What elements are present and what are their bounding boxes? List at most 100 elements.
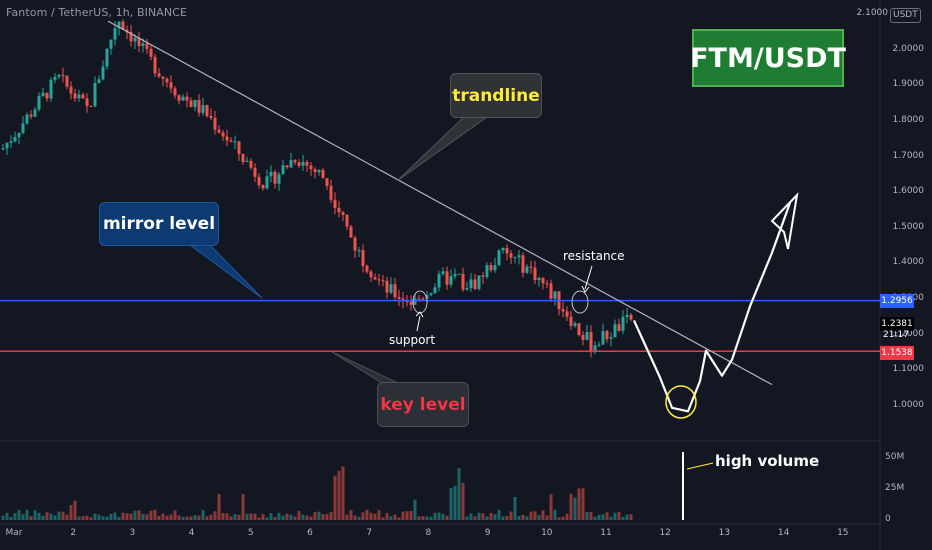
candle-body [157, 73, 161, 77]
candle-body [269, 171, 273, 177]
volume-bar [249, 513, 253, 520]
time-tick-label: 9 [484, 528, 491, 538]
mirror-level-callout: mirror level [99, 202, 219, 246]
volume-bar [597, 514, 601, 520]
currency-label[interactable]: USDT [890, 8, 921, 23]
resistance-label: resistance [563, 249, 625, 263]
volume-bar [177, 515, 181, 520]
volume-bar [421, 516, 425, 520]
volume-bar [45, 512, 49, 520]
volume-tick-label: 50M [885, 452, 905, 462]
candle-body [457, 273, 461, 275]
volume-bar [477, 512, 481, 520]
volume-bar [185, 516, 189, 520]
mirror-callout-tail [188, 244, 263, 299]
volume-bar [585, 511, 589, 520]
volume-bar [153, 509, 157, 520]
volume-bar [593, 516, 597, 520]
candle-body [25, 114, 29, 124]
volume-bar [137, 510, 141, 520]
candle-body [217, 129, 221, 133]
candle-body [417, 298, 421, 300]
candle-body [233, 141, 237, 143]
volume-bar [393, 514, 397, 520]
volume-bar [273, 516, 277, 520]
resistance-circle [571, 290, 589, 314]
trendline [107, 20, 773, 386]
volume-tick-label: 0 [885, 514, 891, 524]
candle-body [285, 165, 289, 168]
candle-body [341, 212, 345, 215]
price-tick-label: 1.9000 [892, 79, 925, 90]
volume-bar [565, 513, 569, 520]
projection-path [632, 202, 792, 413]
volume-bar [169, 514, 173, 520]
volume-bar [449, 488, 453, 520]
volume-bar [605, 512, 609, 520]
volume-bar [41, 515, 45, 520]
candle-body [209, 115, 213, 118]
price-tick-label: 1.2000 [892, 328, 925, 339]
volume-bar [305, 515, 309, 520]
candle-body [53, 76, 57, 80]
volume-bar [285, 513, 289, 520]
candle-body [169, 82, 173, 89]
volume-bar [553, 509, 557, 520]
candle-body [293, 160, 297, 163]
candle-body [213, 117, 217, 130]
candle-body [421, 298, 425, 300]
volume-bar [313, 512, 317, 520]
candle-body [173, 88, 177, 96]
candle-body [469, 279, 473, 289]
price-tick-label: 1.1000 [892, 364, 925, 375]
candle-body [77, 94, 81, 99]
volume-bar [329, 512, 333, 520]
volume-bar [557, 517, 561, 520]
volume-bar [109, 513, 113, 520]
candle-body [401, 298, 405, 301]
candle-body [181, 96, 185, 101]
candle-body [397, 296, 401, 299]
volume-bar [21, 514, 25, 520]
volume-bar [629, 514, 633, 520]
volume-bar [133, 510, 137, 520]
volume-bar [149, 510, 153, 520]
candle-body [425, 294, 429, 299]
volume-bar [81, 516, 85, 520]
volume-bar [573, 497, 577, 520]
time-tick-label: Mar [5, 528, 23, 538]
volume-bar [265, 517, 269, 520]
candle-body [569, 316, 573, 326]
price-tick-label: 1.8000 [892, 114, 925, 125]
candle-body [5, 142, 9, 149]
volume-bar [389, 516, 393, 520]
time-tick-label: 13 [718, 528, 731, 538]
volume-bar [77, 516, 81, 520]
volume-bar [417, 516, 421, 520]
volume-bar [165, 515, 169, 520]
candle-body [433, 287, 437, 294]
candle-body [621, 316, 625, 331]
candle-body [441, 271, 445, 274]
candle-body [465, 288, 469, 290]
volume-bar [245, 513, 249, 520]
volume-bar [97, 514, 101, 520]
candle-body [229, 140, 233, 142]
candle-body [597, 344, 601, 346]
candle-body [81, 94, 85, 99]
candle-body [337, 207, 341, 213]
volume-bar [233, 513, 237, 520]
volume-bar [261, 514, 265, 520]
support-arrowhead [415, 311, 424, 318]
volume-bar [529, 511, 533, 520]
volume-bar [429, 516, 433, 520]
volume-bar [17, 509, 21, 520]
candle-body [9, 141, 13, 143]
volume-bar [89, 517, 93, 520]
candle-body [265, 176, 269, 189]
candle-body [57, 74, 61, 77]
volume-bar [369, 512, 373, 520]
volume-bar [625, 514, 629, 520]
volume-bar [145, 514, 149, 520]
